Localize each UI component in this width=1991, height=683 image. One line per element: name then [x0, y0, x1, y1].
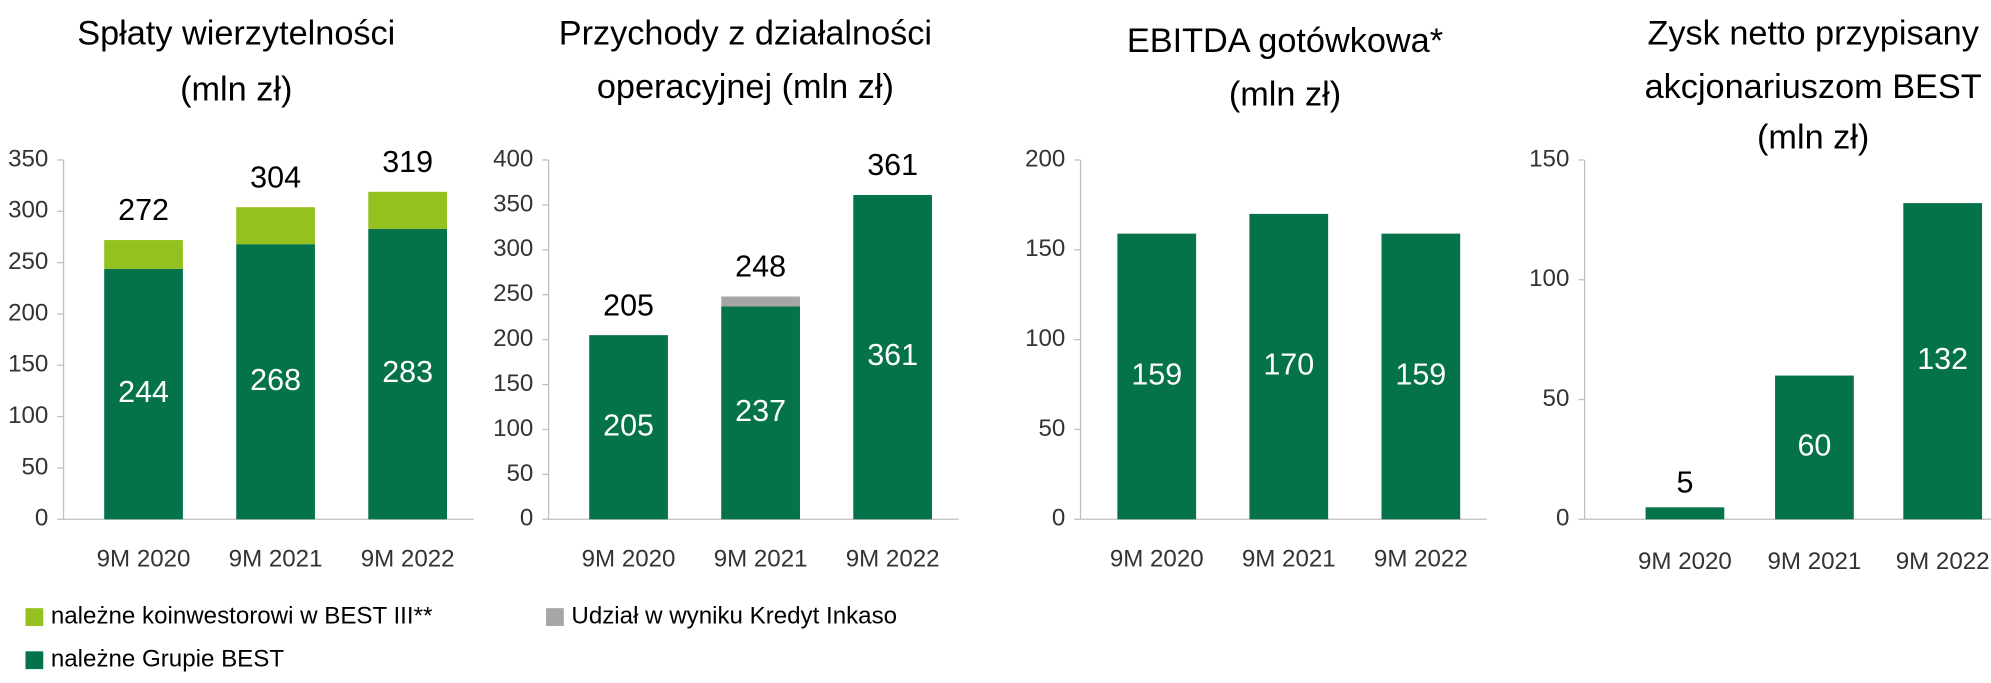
- y-tick-label: 50: [1039, 415, 1066, 442]
- y-tick-label: 400: [493, 145, 533, 172]
- y-tick-label: 150: [493, 370, 533, 397]
- y-tick-label: 50: [1543, 385, 1570, 412]
- y-tick-label: 200: [8, 299, 48, 326]
- x-tick-label: 9M 2022: [1374, 545, 1468, 572]
- value-label: 268: [250, 363, 301, 397]
- y-tick-label: 300: [493, 235, 533, 262]
- x-tick-label: 9M 2020: [1638, 548, 1732, 575]
- legend-label: należne Grupie BEST: [51, 646, 284, 673]
- y-tick-label: 0: [35, 505, 48, 532]
- legend-swatch: [25, 608, 44, 626]
- legend-label: należne koinwestorowi w BEST III**: [51, 602, 432, 629]
- x-tick-label: 9M 2022: [361, 545, 455, 572]
- bar-segment: [853, 195, 933, 520]
- bar-segment: [236, 244, 315, 520]
- legend-label: Udział w wyniku Kredyt Inkaso: [571, 602, 897, 629]
- y-tick-label: 200: [493, 325, 533, 352]
- legend-swatch: [546, 608, 564, 626]
- y-tick-label: 200: [1025, 145, 1065, 172]
- bar-segment: [1645, 507, 1725, 520]
- bar-segment: [104, 240, 183, 269]
- x-tick-label: 9M 2021: [229, 545, 323, 572]
- y-tick-label: 50: [507, 460, 534, 487]
- y-tick-label: 300: [8, 197, 48, 224]
- value-label: 205: [603, 408, 654, 442]
- x-tick-label: 9M 2021: [1768, 548, 1862, 575]
- y-tick-label: 0: [520, 505, 533, 532]
- x-tick-label: 9M 2021: [714, 545, 808, 572]
- total-label: 361: [867, 148, 918, 182]
- chart-title: akcjonariuszom BEST: [1645, 68, 1982, 106]
- total-label: 304: [250, 160, 301, 194]
- value-label: 244: [118, 375, 169, 409]
- y-tick-label: 350: [8, 145, 48, 172]
- y-tick-label: 50: [22, 453, 49, 480]
- value-label: 170: [1263, 348, 1314, 382]
- chart-title: EBITDA gotówkowa*: [1127, 22, 1443, 60]
- y-tick-label: 0: [1052, 505, 1065, 532]
- x-tick-label: 9M 2022: [846, 545, 940, 572]
- bar-segment: [1903, 203, 1983, 520]
- x-tick-label: 9M 2020: [582, 545, 676, 572]
- total-label: 319: [382, 145, 433, 179]
- value-label: 159: [1131, 358, 1182, 392]
- chart-title: operacyjnej (mln zł): [597, 68, 894, 106]
- chart-title: (mln zł): [1757, 119, 1869, 157]
- y-tick-label: 0: [1556, 505, 1569, 532]
- bar-segment: [104, 268, 183, 520]
- x-tick-label: 9M 2022: [1896, 548, 1990, 575]
- y-tick-label: 150: [8, 351, 48, 378]
- value-label: 361: [867, 338, 918, 372]
- value-label: 5: [1676, 466, 1693, 500]
- y-tick-label: 250: [8, 248, 48, 275]
- y-tick-label: 350: [493, 190, 533, 217]
- bar-segment: [368, 228, 448, 520]
- y-tick-label: 100: [493, 415, 533, 442]
- value-label: 132: [1917, 342, 1968, 376]
- x-tick-label: 9M 2020: [97, 545, 191, 572]
- bar-segment: [1381, 233, 1461, 520]
- bar-segment: [721, 296, 800, 307]
- total-label: 205: [603, 288, 654, 322]
- legend-swatch: [25, 651, 44, 670]
- chart-title: Spłaty wierzytelności: [77, 15, 395, 53]
- y-tick-label: 150: [1529, 145, 1569, 172]
- y-tick-label: 150: [1025, 235, 1065, 262]
- bar-segment: [1117, 233, 1197, 520]
- bar-segment: [589, 335, 668, 520]
- chart-title: (mln zł): [1229, 76, 1341, 114]
- bar-segment: [236, 207, 315, 245]
- chart-title: Zysk netto przypisany: [1647, 15, 1979, 53]
- bar-segment: [1249, 213, 1329, 520]
- total-label: 248: [735, 250, 786, 284]
- value-label: 283: [382, 355, 433, 389]
- x-tick-label: 9M 2021: [1242, 545, 1336, 572]
- chart-title: (mln zł): [180, 70, 292, 108]
- chart-title: Przychody z działalności: [559, 15, 932, 53]
- value-label: 237: [735, 394, 786, 428]
- bar-segment: [1775, 375, 1854, 520]
- bar-segment: [368, 191, 448, 229]
- x-tick-label: 9M 2020: [1110, 545, 1204, 572]
- value-label: 159: [1395, 358, 1446, 392]
- y-tick-label: 100: [8, 402, 48, 429]
- y-tick-label: 100: [1025, 325, 1065, 352]
- bar-segment: [721, 306, 800, 520]
- total-label: 272: [118, 193, 169, 227]
- value-label: 60: [1797, 428, 1831, 462]
- y-tick-label: 250: [493, 280, 533, 307]
- y-tick-label: 100: [1529, 265, 1569, 292]
